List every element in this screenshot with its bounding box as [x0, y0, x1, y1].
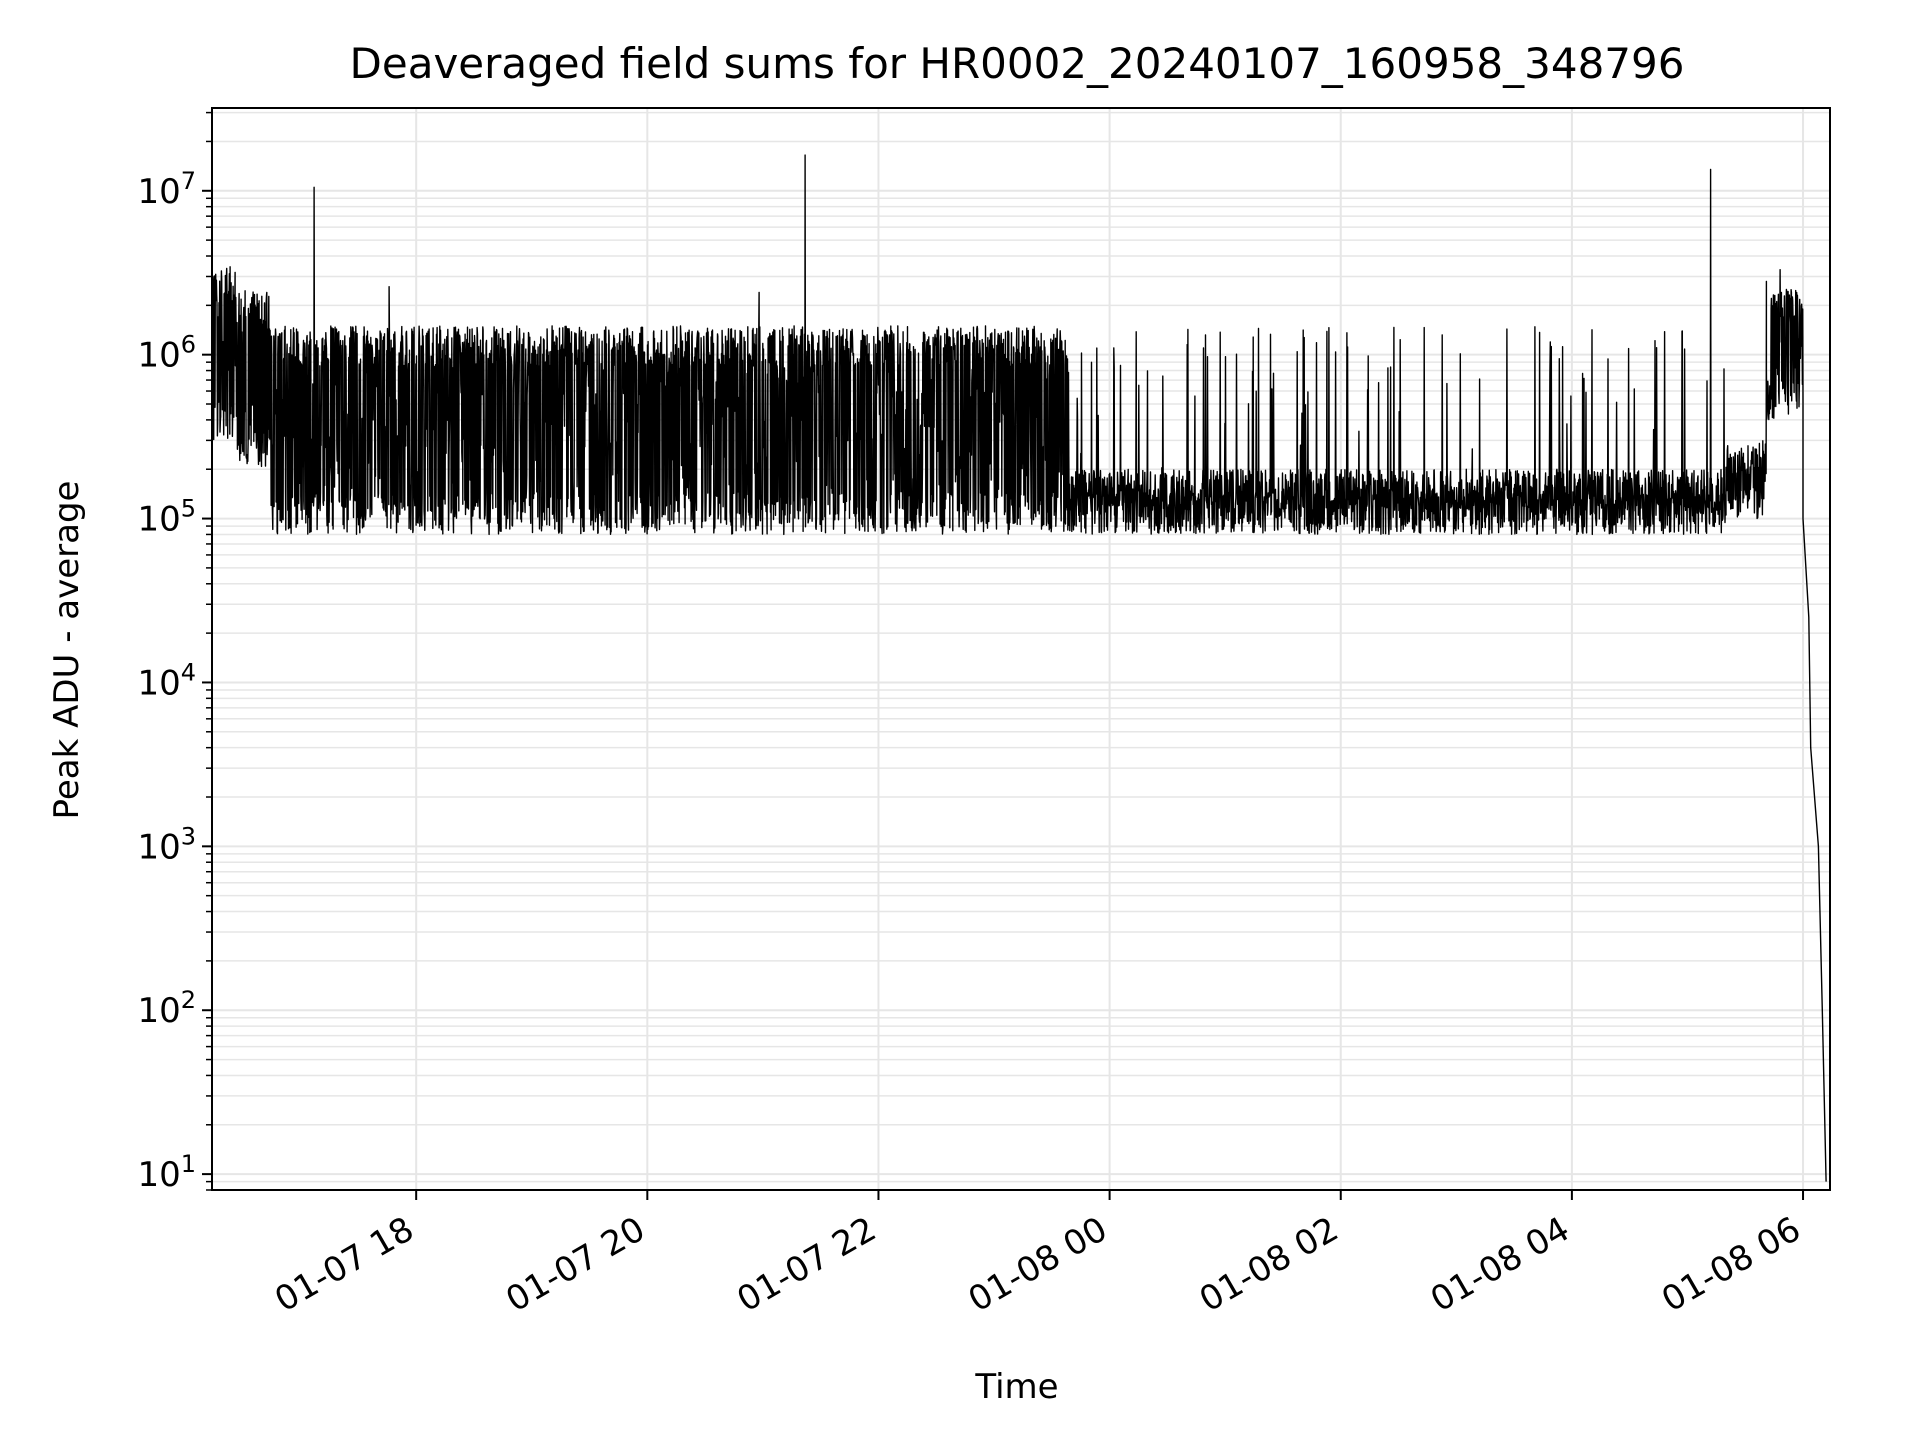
y-tick-label: 101: [137, 1150, 196, 1195]
y-axis-label: Peak ADU - average: [47, 481, 87, 820]
y-tick-label: 106: [137, 331, 196, 376]
x-axis-label: Time: [974, 1367, 1058, 1407]
chart-title: Deaveraged field sums for HR0002_2024010…: [350, 39, 1685, 88]
y-tick-label: 107: [137, 167, 196, 212]
y-tick-label: 105: [137, 495, 196, 540]
series-group: [211, 154, 1827, 1182]
y-tick-label: 103: [137, 822, 196, 867]
series-line: [211, 154, 1827, 1182]
y-tick-label: 102: [137, 986, 196, 1031]
y-tick-label: 104: [137, 658, 196, 703]
plot-frame: [211, 107, 1831, 1191]
